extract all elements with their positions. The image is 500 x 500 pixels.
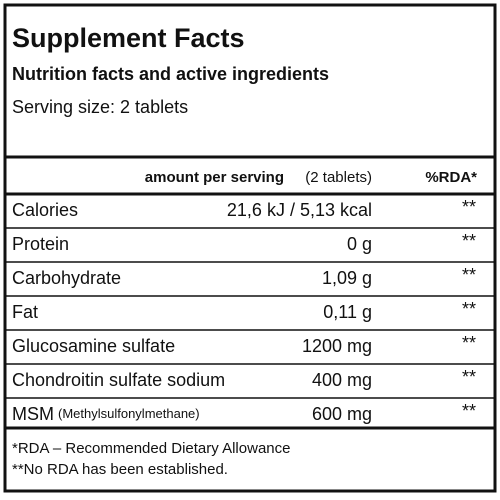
row-amount: 1,09 g [322, 268, 372, 288]
row-amount: 0 g [347, 234, 372, 254]
footnote: **No RDA has been established. [12, 461, 228, 478]
row-amount: 600 mg [312, 404, 372, 424]
row-rda: ** [462, 401, 476, 421]
serving-size: Serving size: 2 tablets [12, 97, 188, 117]
row-name: Fat [12, 302, 38, 322]
row-name: MSM (Methylsulfonylmethane) [12, 404, 200, 424]
row-amount: 400 mg [312, 370, 372, 390]
row-rda: ** [462, 231, 476, 251]
row-name-note: (Methylsulfonylmethane) [58, 406, 200, 421]
row-amount: 0,11 g [323, 302, 372, 322]
row-rda: ** [462, 333, 476, 353]
row-rda: ** [462, 367, 476, 387]
footnote: *RDA – Recommended Dietary Allowance [12, 440, 290, 457]
row-name: Calories [12, 200, 78, 220]
row-name: Glucosamine sulfate [12, 336, 175, 356]
row-amount: 21,6 kJ / 5,13 kcal [227, 200, 372, 220]
row-amount: 1200 mg [302, 336, 372, 356]
column-header: amount per serving [145, 169, 284, 186]
row-rda: ** [462, 265, 476, 285]
row-rda: ** [462, 299, 476, 319]
title: Supplement Facts [12, 23, 245, 53]
row-name: Chondroitin sulfate sodium [12, 370, 225, 390]
row-name: Carbohydrate [12, 268, 121, 288]
row-name: Protein [12, 234, 69, 254]
rows: Calories 21,6 kJ / 5,13 kcal ** Protein 0 g *… [5, 197, 495, 424]
column-header: %RDA* [425, 169, 477, 186]
subtitle: Nutrition facts and active ingredients [12, 64, 329, 84]
panel-border [3, 3, 497, 493]
footnotes: *RDA – Recommended Dietary Allowance **No… [12, 440, 290, 478]
column-header: (2 tablets) [305, 169, 372, 186]
row-rda: ** [462, 197, 476, 217]
